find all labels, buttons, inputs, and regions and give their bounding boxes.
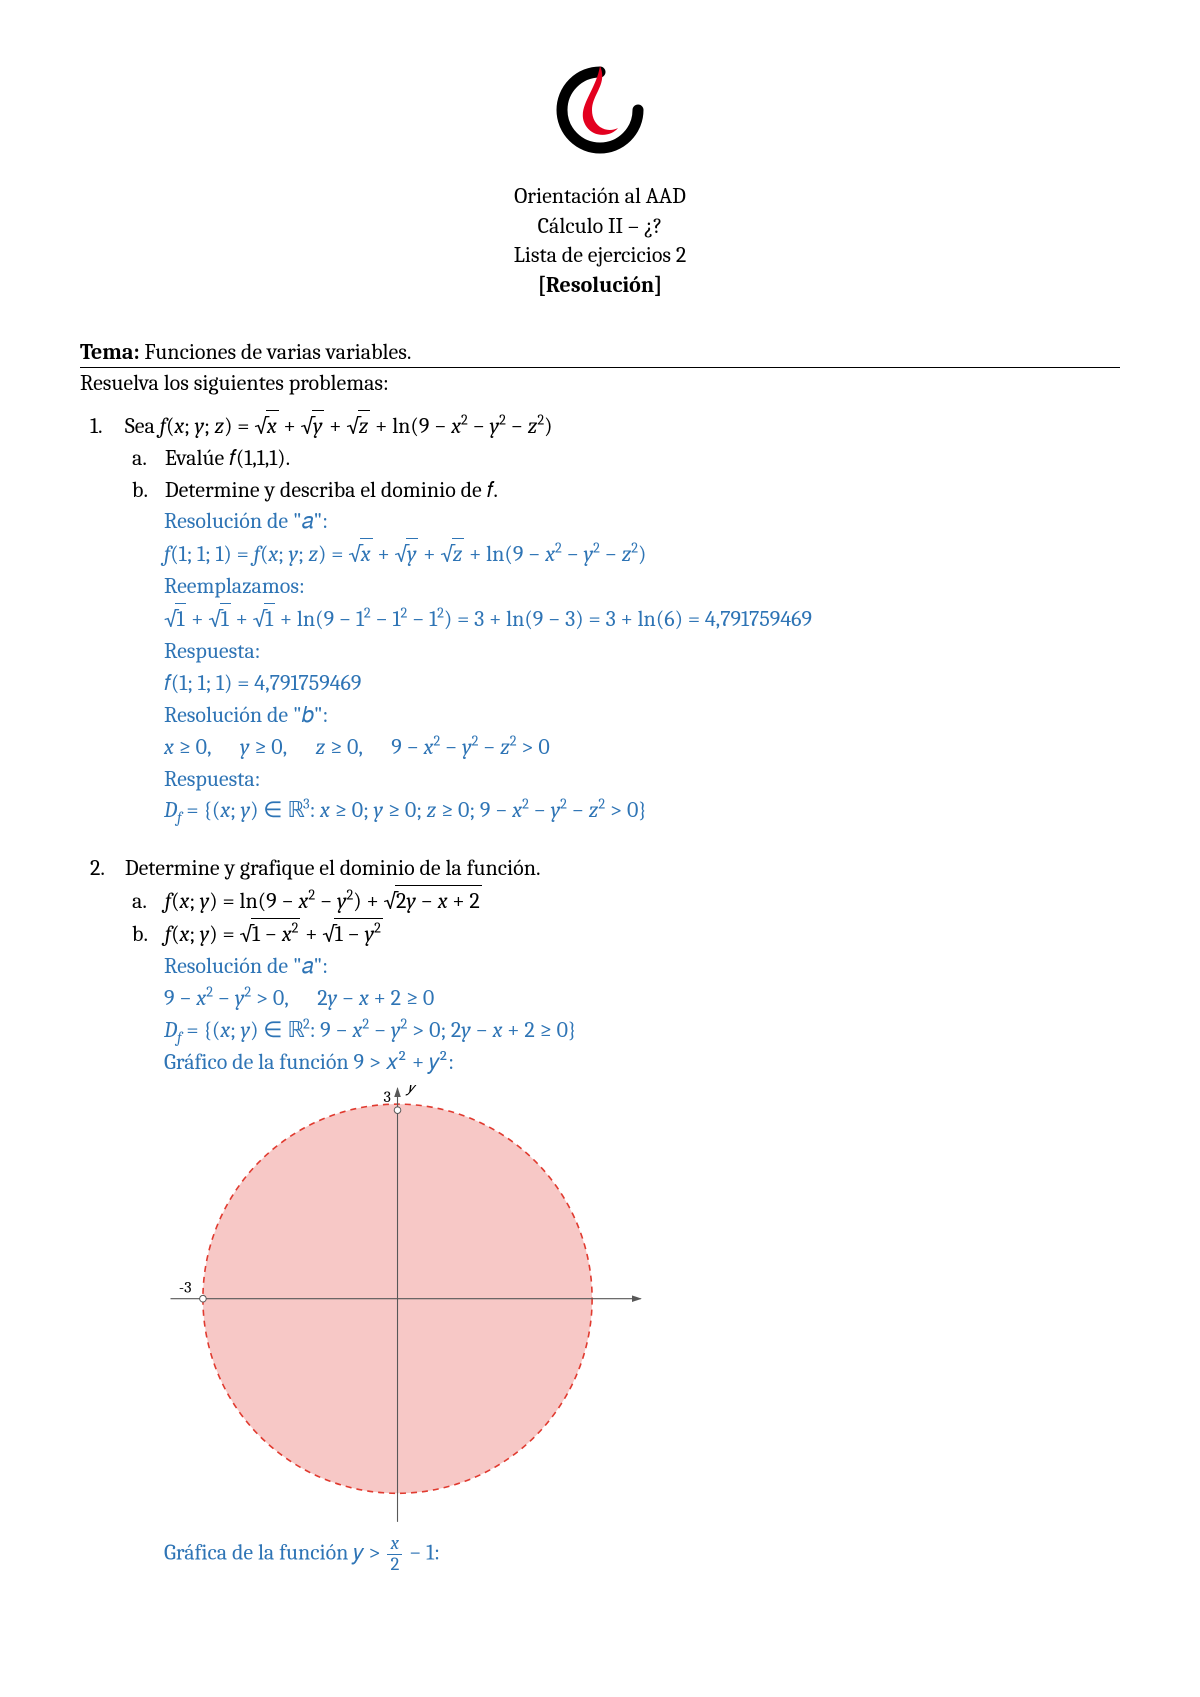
p1-respuesta-b: Respuesta: — [164, 764, 1120, 796]
problem-2b: b. f(x; y) = √1 − x2 + √1 − y2 — [164, 918, 1120, 951]
svg-text:3: 3 — [384, 1088, 391, 1106]
p1b-text: Determine y describa el dominio de 𝑓. — [165, 477, 498, 503]
p2a-letter: a. — [132, 886, 160, 918]
p1-reemplazamos: Reemplazamos: — [164, 571, 1120, 603]
p1-solution-a-title: Resolución de "𝑎": — [164, 506, 1120, 538]
p1a-letter: a. — [132, 443, 160, 475]
p2-solution-a-title: Resolución de "𝑎": — [164, 951, 1120, 983]
header-line-3: Lista de ejercicios 2 — [80, 241, 1120, 271]
p2-solution-a-ineq: 9 − x2 − y2 > 0, 2y − x + 2 ≥ 0 — [164, 983, 1120, 1015]
p1-solution-b-ineq: x ≥ 0, y ≥ 0, z ≥ 0, 9 − x2 − y2 − z2 > … — [164, 732, 1120, 764]
upc-flame-logo — [550, 60, 650, 160]
p1-answer-a: 𝑓(1; 1; 1) = 4,791759469 — [164, 668, 1120, 700]
p2b-letter: b. — [132, 919, 160, 951]
header-line-2: Cálculo II – ¿? — [80, 212, 1120, 242]
circle-region-chart: 𝑥𝑦3-3 — [164, 1085, 1120, 1535]
problem-2a: a. f(x; y) = ln(9 − x2 − y2) + √2y − x +… — [164, 885, 1120, 918]
topic-label: Tema: — [80, 339, 140, 365]
p1-answer-b: Df = {(x; y) ∈ ℝ3: x ≥ 0; y ≥ 0; z ≥ 0; … — [164, 795, 1120, 827]
p1a-text: Evalúe 𝑓(1,1,1). — [165, 445, 290, 471]
p2-graph1-caption: Gráfico de la función 9 > 𝑥² + 𝑦²: — [164, 1047, 1120, 1079]
problem-2-number: 2. — [90, 853, 120, 885]
header-line-1: Orientación al AAD — [80, 182, 1120, 212]
p1-solution-a-eq2: √1 + √1 + √1 + ln(9 − 12 − 12 − 12) = 3 … — [164, 603, 1120, 636]
problem-1: 1. Sea f(x; y; z) = √x + √y + √z + ln(9 … — [124, 410, 1120, 828]
problem-1-number: 1. — [90, 411, 120, 443]
p2-graph2-caption: Gráfica de la función 𝑦 > x2 − 1: — [164, 1534, 1120, 1574]
p1-solution-a-eq1: f(1; 1; 1) = f(x; y; z) = √x + √y + √z +… — [164, 538, 1120, 571]
problem-2: 2. Determine y grafique el dominio de la… — [124, 853, 1120, 1574]
problem-2-stem: Determine y grafique el dominio de la fu… — [125, 855, 541, 881]
logo-container — [80, 60, 1120, 164]
p2-graph2-post: − 1: — [404, 1540, 440, 1566]
topic-line: Tema: Funciones de varias variables. — [80, 339, 1120, 368]
p1-respuesta-a: Respuesta: — [164, 636, 1120, 668]
svg-text:-3: -3 — [179, 1278, 192, 1296]
p1b-letter: b. — [132, 475, 160, 507]
circle-region-svg: 𝑥𝑦3-3 — [164, 1085, 644, 1525]
problem-1b: b. Determine y describa el dominio de 𝑓. — [164, 475, 1120, 507]
problem-1a: a. Evalúe 𝑓(1,1,1). — [164, 443, 1120, 475]
problems-container: 1. Sea f(x; y; z) = √x + √y + √z + ln(9 … — [80, 410, 1120, 1575]
p2-solution-a-domain: Df = {(x; y) ∈ ℝ2: 9 − x2 − y2 > 0; 2y −… — [164, 1015, 1120, 1047]
p1-solution-b-title: Resolución de "𝑏": — [164, 700, 1120, 732]
p1-calc-value: 4,791759469 — [705, 606, 812, 632]
header-line-4: [Resolución] — [80, 271, 1120, 301]
document-header: Orientación al AAD Cálculo II – ¿? Lista… — [80, 182, 1120, 301]
topic-text: Funciones de varias variables. — [140, 339, 412, 365]
problem-1-stem: Sea f(x; y; z) = √x + √y + √z + ln(9 − x… — [125, 413, 553, 439]
document-page: Orientación al AAD Cálculo II – ¿? Lista… — [0, 0, 1200, 1697]
svg-text:𝑦: 𝑦 — [405, 1085, 419, 1096]
p2-graph2-pre: Gráfica de la función 𝑦 > — [164, 1540, 385, 1566]
instruction-line: Resuelva los siguientes problemas: — [80, 370, 1120, 396]
